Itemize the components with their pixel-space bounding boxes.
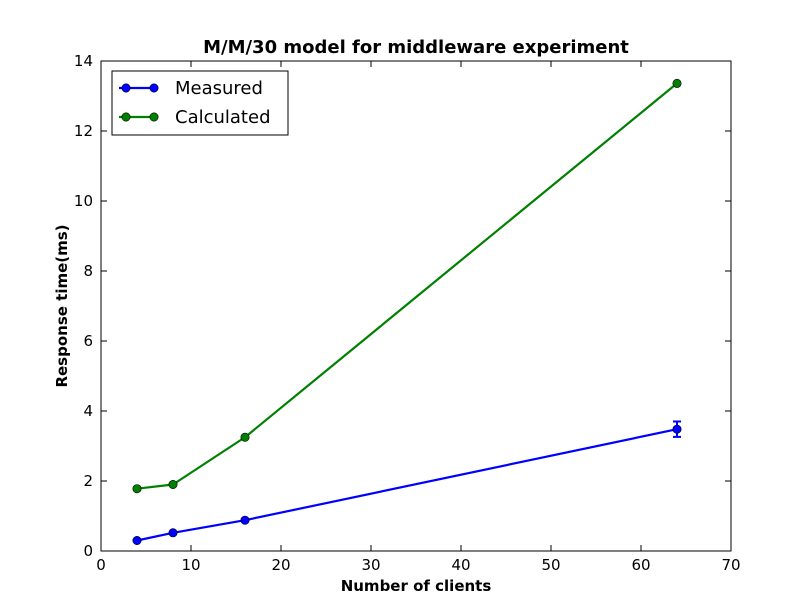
series-layer — [132, 78, 682, 545]
plot-frame — [100, 60, 732, 552]
data-point-measured — [168, 528, 178, 538]
legend-label-calculated: Calculated — [175, 107, 271, 128]
x-tick-label: 20 — [271, 556, 290, 574]
plot-area — [101, 61, 731, 551]
data-point-measured — [672, 424, 682, 434]
data-point-calculated — [240, 432, 250, 442]
x-tick-label: 40 — [451, 556, 470, 574]
y-tick-label: 14 — [74, 52, 93, 70]
legend-marker-calculated — [149, 112, 159, 122]
y-axis-label: Response time(ms) — [53, 224, 71, 387]
x-tick-label: 30 — [361, 556, 380, 574]
y-tick-label: 10 — [74, 192, 93, 210]
legend-box — [111, 70, 289, 136]
y-tick-label: 8 — [83, 262, 93, 280]
data-point-calculated — [168, 479, 178, 489]
legend-marker-measured — [121, 83, 131, 93]
x-tick-label: 0 — [96, 556, 106, 574]
y-tick-label: 2 — [83, 472, 93, 490]
legend-marker-measured — [149, 83, 159, 93]
series-line-measured — [136, 428, 678, 542]
y-tick-label: 4 — [83, 402, 93, 420]
x-tick-label: 10 — [181, 556, 200, 574]
x-tick-label: 50 — [541, 556, 560, 574]
chart-title: M/M/30 model for middleware experiment — [203, 37, 629, 58]
y-tick-label: 0 — [83, 542, 93, 560]
data-point-calculated — [672, 78, 682, 88]
y-tick-label: 6 — [83, 332, 93, 350]
legend-label-measured: Measured — [175, 78, 263, 99]
x-tick-label: 70 — [721, 556, 740, 574]
legend: Measured Calculated — [111, 70, 289, 136]
legend-marker-calculated — [121, 112, 131, 122]
x-axis-ticks: 0 10 20 30 40 50 60 70 — [96, 61, 741, 574]
data-point-calculated — [132, 484, 142, 494]
series-line-calculated — [136, 82, 678, 490]
y-tick-label: 12 — [74, 122, 93, 140]
data-point-measured — [132, 535, 142, 545]
x-tick-label: 60 — [631, 556, 650, 574]
data-point-measured — [240, 515, 250, 525]
y-axis-ticks: 0 2 4 6 8 10 12 14 — [74, 52, 731, 560]
x-axis-label: Number of clients — [341, 577, 492, 595]
